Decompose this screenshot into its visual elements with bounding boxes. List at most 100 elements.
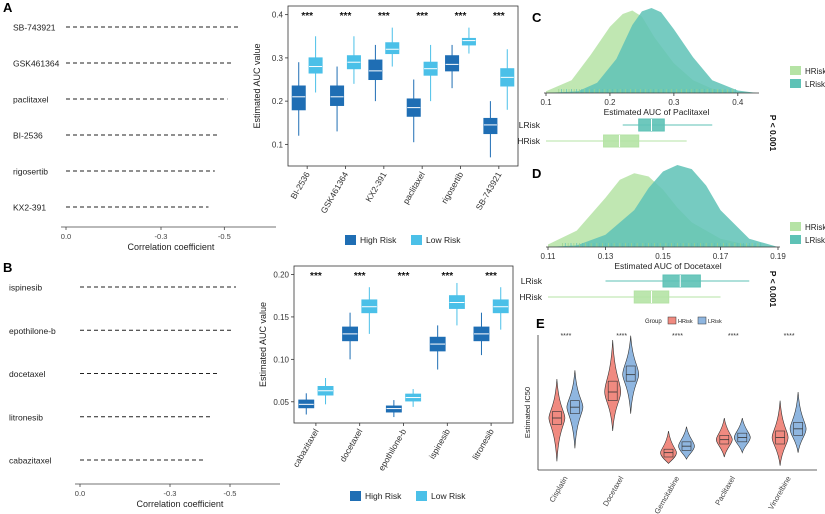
p-value-label: P < 0.001 xyxy=(768,115,778,152)
drug-label: cabazitaxel xyxy=(9,456,52,466)
significance-mark: *** xyxy=(485,271,497,282)
x-tick-label: docetaxel xyxy=(338,427,365,464)
x-tick-label: KX2-391 xyxy=(363,170,388,204)
legend-label: Low Risk xyxy=(426,235,461,245)
panel-label-d: D xyxy=(532,166,541,181)
significance-mark: *** xyxy=(455,11,467,22)
x-axis-title: Correlation coefficient xyxy=(137,499,224,509)
x-tick-label: 0.19 xyxy=(770,252,786,261)
x-tick-label: paclitaxel xyxy=(401,170,427,206)
drug-label: epothilone-b xyxy=(9,326,56,336)
y-axis-title: Estimated IC50 xyxy=(523,387,532,438)
x-tick-label: -0.3 xyxy=(155,232,168,241)
x-tick-label: rigosertib xyxy=(439,170,465,206)
drug-label: litronesib xyxy=(9,412,43,422)
box-row-label: HRisk xyxy=(517,136,540,146)
x-axis-title: Correlation coefficient xyxy=(128,242,215,252)
panel-e-violin-chart: Estimated IC50 Group HRisk LRisk **** Cisplat… xyxy=(523,316,817,514)
significance-mark: *** xyxy=(310,271,322,282)
x-tick-label: ispinesib xyxy=(427,427,452,461)
drug-label: GSK461364 xyxy=(13,59,60,69)
significance-mark: *** xyxy=(340,11,352,22)
legend-label: HRisk xyxy=(678,319,693,325)
box-body xyxy=(308,57,323,74)
box-body xyxy=(368,59,383,81)
p-value-label: P < 0.001 xyxy=(768,271,778,308)
legend-swatch xyxy=(790,66,801,75)
box-body xyxy=(483,117,498,135)
drug-label: BI-2536 xyxy=(13,131,43,141)
significance-mark: **** xyxy=(560,333,571,340)
lrisk-density-area xyxy=(546,8,757,93)
panel-label-b: B xyxy=(3,260,12,275)
box-body xyxy=(662,274,701,288)
x-tick-label: Cisplatin xyxy=(547,475,569,504)
x-tick-label: SB-743921 xyxy=(474,170,504,212)
legend-label: HRisk xyxy=(805,67,825,76)
legend-swatch xyxy=(667,316,677,325)
box-row-label: HRisk xyxy=(519,292,542,302)
x-tick-label: 0.17 xyxy=(713,252,729,261)
box-body xyxy=(291,85,306,111)
y-tick-label: 0.4 xyxy=(272,11,284,20)
x-tick-label: 0.2 xyxy=(604,98,616,107)
significance-mark: **** xyxy=(728,333,739,340)
y-tick-label: 0.10 xyxy=(273,355,289,364)
x-tick-label: -0.5 xyxy=(224,489,237,498)
panel-a-correlation-chart: SB-743921 GSK461364 paclitaxel BI-2536 rigos… xyxy=(13,23,276,252)
violin-body xyxy=(660,430,677,464)
x-tick-label: -0.3 xyxy=(164,489,177,498)
violin-box xyxy=(625,365,636,382)
y-tick-label: 0.1 xyxy=(272,140,284,149)
legend-swatch xyxy=(790,222,801,231)
legend-label: LRisk xyxy=(805,236,825,245)
x-tick-label: litronesib xyxy=(470,427,496,462)
x-tick-label: 0.0 xyxy=(75,489,85,498)
significance-mark: **** xyxy=(616,333,627,340)
legend-label: LRisk xyxy=(805,80,825,89)
box-body xyxy=(445,55,460,72)
box-body xyxy=(330,85,345,106)
box-row-label: LRisk xyxy=(521,276,543,286)
x-tick-label: 0.0 xyxy=(61,232,71,241)
x-tick-label: 0.4 xyxy=(732,98,744,107)
drug-label: SB-743921 xyxy=(13,23,56,33)
drug-label: paclitaxel xyxy=(13,95,49,105)
box-body xyxy=(385,42,400,55)
x-axis-title: Estimated AUC of Paclitaxel xyxy=(604,107,710,117)
box-row-label: LRisk xyxy=(519,120,541,130)
panel-a-auc-boxplot: 0.1 0.2 0.3 0.4 Estimated AUC value *** BI-253… xyxy=(252,5,519,245)
x-tick-label: Gemcitabine xyxy=(652,475,681,514)
y-tick-label: 0.20 xyxy=(273,270,289,279)
plot-frame xyxy=(287,5,519,167)
legend-label: LRisk xyxy=(708,319,722,325)
panel-b-correlation-chart: ispinesib epothilone-b docetaxel litronesib… xyxy=(9,283,280,509)
significance-mark: *** xyxy=(493,11,505,22)
significance-mark: *** xyxy=(416,11,428,22)
panel-b-auc-boxplot: 0.05 0.10 0.15 0.20 Estimated AUC value *** ca… xyxy=(258,265,514,501)
x-tick-label: cabazitaxel xyxy=(291,427,321,469)
y-axis-title: Estimated AUC value xyxy=(252,43,262,128)
legend-label: High Risk xyxy=(365,491,402,501)
significance-mark: *** xyxy=(398,271,410,282)
x-tick-label: BI-2536 xyxy=(288,170,312,201)
lrisk-density-area xyxy=(548,165,778,247)
legend-swatch xyxy=(345,235,356,245)
drug-label: docetaxel xyxy=(9,369,45,379)
violin-box xyxy=(663,448,674,458)
y-tick-label: 0.2 xyxy=(272,97,284,106)
x-tick-label: Docetaxel xyxy=(601,474,626,508)
legend-swatch xyxy=(350,491,361,501)
x-tick-label: 0.11 xyxy=(541,252,557,261)
legend-swatch xyxy=(416,491,427,501)
x-tick-label: 0.3 xyxy=(668,98,680,107)
violin-box xyxy=(607,380,618,401)
x-axis-title: Estimated AUC of Docetaxel xyxy=(614,261,721,271)
significance-mark: *** xyxy=(378,11,390,22)
significance-mark: **** xyxy=(784,333,795,340)
x-tick-label: GSK461364 xyxy=(318,170,350,215)
drug-label: KX2-391 xyxy=(13,203,46,213)
legend-swatch xyxy=(790,79,801,88)
x-tick-label: Paclitaxel xyxy=(713,474,737,507)
